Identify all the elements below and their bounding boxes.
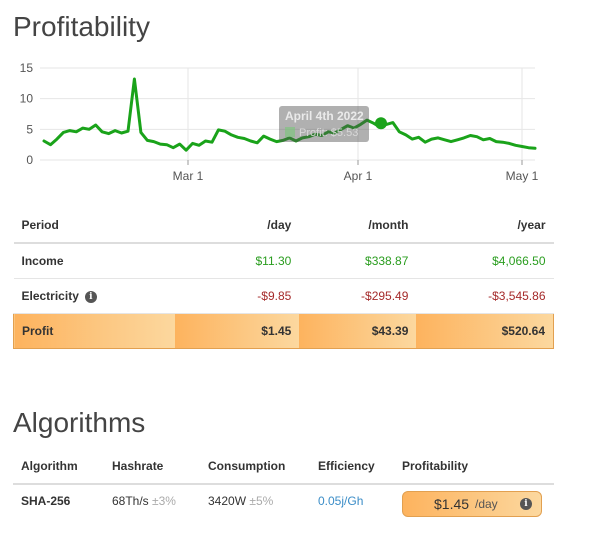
profitability-summary-table: Period /day /month /year Income $11.30 $…: [13, 208, 555, 349]
tooltip-title: April 4th 2022: [285, 109, 364, 123]
hashrate-cell: 68Th/s ±3%: [104, 484, 200, 530]
algorithms-title: Algorithms: [13, 407, 146, 438]
profit-day: $1.45: [175, 313, 300, 349]
profit-unit: /day: [475, 497, 498, 511]
consumption-value: 3420W: [208, 494, 247, 508]
income-year: $4,066.50: [416, 243, 554, 279]
y-tick-label: 5: [26, 122, 33, 136]
profitability-cell: $1.45 /day i: [394, 484, 554, 530]
header-efficiency: Efficiency: [310, 449, 394, 485]
header-month: /month: [299, 208, 417, 244]
income-month: $338.87: [299, 243, 417, 279]
electricity-label: Electricity: [21, 289, 79, 303]
highlight-point: [375, 117, 387, 130]
info-icon[interactable]: i: [84, 290, 97, 303]
profit-amount: $1.45: [434, 496, 470, 512]
x-tick-label: Apr 1: [344, 169, 373, 183]
electricity-year: -$3,545.86: [416, 278, 554, 314]
consumption-tolerance: ±5%: [249, 494, 274, 508]
algorithms-table: Algorithm Hashrate Consumption Efficienc…: [13, 449, 554, 530]
electricity-month: -$295.49: [299, 278, 417, 314]
x-tick-label: May 1: [506, 169, 539, 183]
profit-row: Profit $1.45 $43.39 $520.64: [13, 313, 555, 349]
y-tick-label: 15: [20, 61, 34, 75]
table-header-row: Algorithm Hashrate Consumption Efficienc…: [13, 449, 554, 485]
header-hashrate: Hashrate: [104, 449, 200, 485]
algorithm-row[interactable]: SHA-256 68Th/s ±3% 3420W ±5% 0.05j/Gh $1…: [13, 484, 554, 530]
header-algorithm: Algorithm: [13, 449, 104, 485]
income-label: Income: [13, 243, 176, 279]
profitability-title: Profitability: [13, 11, 150, 42]
y-tick-label: 10: [20, 92, 34, 106]
electricity-row: Electricity i -$9.85 -$295.49 -$3,545.86: [13, 278, 554, 314]
table-header-row: Period /day /month /year: [13, 208, 554, 244]
profit-series-line: [42, 77, 537, 152]
profitability-badge[interactable]: $1.45 /day i: [402, 491, 542, 517]
electricity-day: -$9.85: [175, 278, 300, 314]
header-period: Period: [13, 208, 176, 244]
income-row: Income $11.30 $338.87 $4,066.50: [13, 243, 554, 279]
hashrate-value: 68Th/s: [112, 494, 149, 508]
profitability-chart[interactable]: 15 10 5 0 Mar 1 Apr 1 May 1 April 4th 2022 Profi…: [0, 56, 560, 186]
consumption-cell: 3420W ±5%: [200, 484, 310, 530]
header-day: /day: [175, 208, 300, 244]
chart-tooltip: [279, 106, 369, 142]
electricity-cell: Electricity i: [13, 278, 176, 314]
profit-label: Profit: [13, 313, 176, 349]
info-icon[interactable]: i: [520, 498, 532, 510]
x-tick-label: Mar 1: [173, 169, 204, 183]
algorithm-name: SHA-256: [21, 494, 71, 508]
income-day: $11.30: [175, 243, 300, 279]
y-tick-label: 0: [26, 153, 33, 167]
header-consumption: Consumption: [200, 449, 310, 485]
tooltip-swatch: [285, 127, 295, 137]
header-year: /year: [416, 208, 554, 244]
profit-year: $520.64: [416, 313, 555, 349]
hashrate-tolerance: ±3%: [152, 494, 176, 508]
tooltip-value: Profit: $5.53: [299, 127, 358, 139]
efficiency-value: 0.05j/Gh: [318, 494, 364, 508]
header-profitability: Profitability: [394, 449, 554, 485]
profit-month: $43.39: [299, 313, 417, 349]
